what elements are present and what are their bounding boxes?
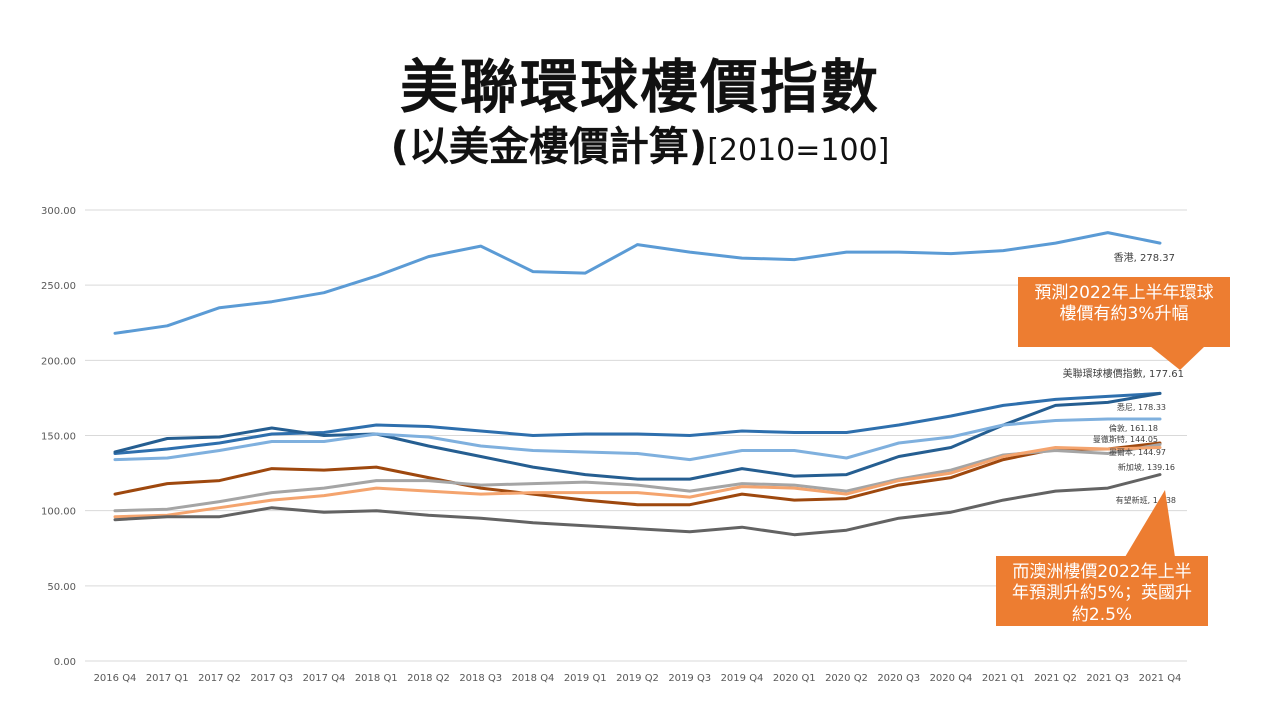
series-end-label: 倫敦, 161.18 [1109,423,1158,433]
y-tick-label: 150.00 [41,432,76,443]
y-tick-label: 300.00 [41,206,76,217]
series-end-label: 香港, 278.37 [1114,252,1175,264]
x-tick-label: 2021 Q4 [1139,673,1182,684]
x-tick-label: 2016 Q4 [94,673,137,684]
series-end-label: 悉尼, 178.33 [1117,402,1166,412]
series-end-label: 墨爾本, 144.97 [1109,447,1166,457]
callout-pointer [1150,346,1205,370]
x-tick-label: 2017 Q2 [198,673,241,684]
x-tick-label: 2021 Q3 [1086,673,1129,684]
series-line [113,417,1162,462]
annotation-label: 有望新班, 1…38 [1116,495,1176,505]
series-line [113,441,1162,507]
x-tick-label: 2020 Q3 [877,673,920,684]
series-end-label: 新加坡, 139.16 [1118,462,1175,472]
callout-global-forecast: 預測2022年上半年環球樓價有約3%升幅 [1018,277,1230,347]
series-line [113,231,1162,335]
x-tick-label: 2020 Q4 [930,673,973,684]
x-tick-label: 2017 Q3 [250,673,293,684]
callout-australia-uk-forecast: 而澳洲樓價2022年上半年預測升約5%；英國升約2.5% [996,556,1208,626]
series-line [113,443,1162,513]
y-tick-label: 200.00 [41,356,76,367]
chart-title: 美聯環球樓價指數 [399,53,880,121]
series-end-label: 曼徹斯特, 144.05 [1093,434,1158,444]
x-tick-label: 2018 Q1 [355,673,398,684]
series-line [113,446,1162,519]
x-tick-label: 2020 Q2 [825,673,868,684]
y-tick-label: 100.00 [41,507,76,518]
x-tick-label: 2019 Q2 [616,673,659,684]
x-tick-label: 2019 Q1 [564,673,607,684]
x-tick-label: 2017 Q1 [146,673,189,684]
x-tick-label: 2018 Q3 [459,673,502,684]
x-tick-label: 2019 Q3 [668,673,711,684]
y-tick-label: 0.00 [54,657,76,668]
subtitle-base: [2010=100] [707,133,890,168]
series-line [113,391,1162,481]
y-tick-label: 50.00 [47,582,76,593]
chart-subtitle: (以美金樓價計算)[2010=100] [0,114,1280,172]
series-end-label: 美聯環球樓價指數, 177.61 [1063,367,1184,380]
callout-pointer [1125,490,1175,557]
y-tick-label: 250.00 [41,281,76,292]
series-line [113,391,1162,455]
x-tick-label: 2020 Q1 [773,673,816,684]
subtitle-main: (以美金樓價計算) [390,124,708,170]
series-line [113,473,1162,537]
x-tick-label: 2017 Q4 [303,673,346,684]
x-tick-label: 2018 Q2 [407,673,450,684]
x-tick-label: 2018 Q4 [512,673,555,684]
x-tick-label: 2021 Q2 [1034,673,1077,684]
x-tick-label: 2019 Q4 [721,673,764,684]
x-tick-label: 2021 Q1 [982,673,1025,684]
